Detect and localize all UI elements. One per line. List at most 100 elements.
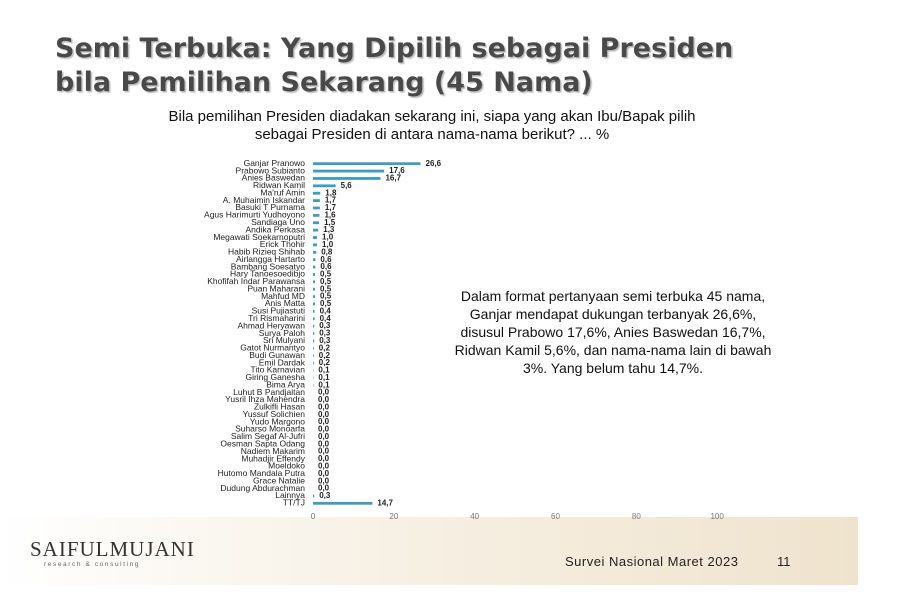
value-label: 1,8 — [325, 188, 337, 197]
bar — [313, 295, 316, 298]
value-label: 26,6 — [426, 159, 442, 168]
category-label: Ahmad Heryawan — [237, 320, 305, 330]
category-label: Andika Perkasa — [245, 224, 305, 234]
value-label: 0,0 — [318, 388, 330, 397]
category-label: Budi Gunawan — [249, 350, 305, 360]
value-label: 0,0 — [318, 410, 330, 419]
value-label: 0,2 — [319, 358, 331, 367]
value-label: 17,6 — [389, 166, 405, 175]
category-label: Tri Rismaharini — [248, 313, 305, 323]
category-label: Mahfud MD — [261, 291, 305, 301]
category-label: A. Muhaimin Iskandar — [223, 195, 305, 205]
bar — [313, 339, 315, 343]
title-line: bila Pemilihan Sekarang (45 Nama) — [55, 67, 593, 98]
value-label: 0,5 — [320, 299, 332, 308]
bar — [313, 273, 316, 276]
category-label: Habib Rizieq Shihab — [228, 247, 305, 257]
question-line: Bila pemilihan Presiden diadakan sekaran… — [168, 108, 695, 125]
category-label: Hutomo Mandala Putra — [218, 468, 306, 478]
value-label: 1,5 — [324, 218, 336, 227]
category-label: Ma'ruf Amin — [260, 187, 305, 197]
value-label: 0,0 — [318, 425, 330, 434]
category-label: Khofifah Indar Parawansa — [207, 276, 305, 286]
value-label: 1,0 — [322, 233, 334, 242]
bar — [313, 184, 336, 188]
category-label: Grace Natalie — [253, 475, 305, 485]
bar — [313, 287, 316, 291]
value-label: 1,6 — [324, 210, 336, 219]
value-label: 0,0 — [318, 462, 330, 471]
value-label: 0,4 — [320, 306, 332, 315]
bar — [313, 162, 421, 166]
category-label: Surya Paloh — [259, 328, 306, 338]
annotation-line: Ganjar mendapat dukungan terbanyak 26,6%… — [470, 306, 756, 322]
bar — [313, 221, 320, 225]
x-tick-label: 20 — [389, 512, 398, 521]
bar — [313, 169, 385, 173]
value-label: 0,0 — [318, 417, 330, 426]
value-label: 0,3 — [319, 321, 331, 330]
value-label: 0,5 — [320, 277, 332, 286]
annotation-line: Ridwan Kamil 5,6%, dan nama-nama lain di… — [455, 342, 772, 358]
bar — [313, 354, 314, 358]
category-label: Salim Segaf Al-Jufri — [231, 431, 305, 441]
category-label: Luhut B Pandjaitan — [233, 387, 305, 397]
bar — [313, 501, 373, 505]
value-label: 0,0 — [318, 395, 330, 404]
bar — [313, 228, 319, 232]
bar — [313, 346, 314, 350]
x-tick-label: 100 — [710, 512, 724, 521]
category-label: Oesman Sapta Odang — [220, 438, 305, 448]
category-label: Sandiaga Uno — [251, 217, 305, 227]
value-label: 1,7 — [325, 196, 337, 205]
category-label: Ganjar Pranowo — [244, 158, 306, 168]
bar — [313, 177, 381, 180]
bar — [313, 302, 316, 306]
bar — [313, 332, 315, 335]
bar — [313, 361, 314, 365]
category-label: Dudung Abdurachman — [220, 483, 305, 493]
annotation-line: disusul Prabowo 17,6%, Anies Baswedan 16… — [460, 324, 765, 340]
category-label: Yussuf Solichien — [243, 409, 306, 419]
x-tick-label: 0 — [311, 512, 316, 521]
category-label: Emil Dardak — [259, 357, 306, 367]
bar — [313, 265, 316, 269]
value-label: 0,6 — [320, 255, 332, 264]
category-label: Erick Thohir — [260, 239, 305, 249]
category-label: Gatot Nurmantyo — [240, 343, 305, 353]
value-label: 0,1 — [318, 380, 330, 389]
bar — [313, 324, 315, 328]
category-label: Megawati Soekarnoputri — [213, 232, 305, 242]
value-label: 0,5 — [320, 270, 332, 279]
value-label: 0,0 — [318, 469, 330, 478]
value-label: 0,0 — [318, 476, 330, 485]
bar — [313, 280, 316, 284]
category-label: Lainnya — [275, 490, 305, 500]
bar — [313, 317, 315, 321]
category-label: Sri Mulyani — [263, 335, 305, 345]
bar — [313, 309, 315, 313]
value-label: 0,3 — [319, 329, 331, 338]
value-label: 0,4 — [320, 314, 332, 323]
category-label: Suharso Monoarfa — [235, 424, 305, 434]
page-number: 11 — [777, 554, 791, 569]
value-label: 0,3 — [319, 336, 331, 345]
category-label: Agus Harimurti Yudhoyono — [204, 210, 305, 220]
category-label: Nadiem Makarim — [241, 446, 305, 456]
x-tick-label: 60 — [551, 512, 560, 521]
category-label: Anies Baswedan — [242, 173, 306, 183]
category-label: Ridwan Kamil — [253, 180, 305, 190]
category-label: Yusril Ihza Mahendra — [225, 394, 305, 404]
value-label: 1,7 — [325, 203, 337, 212]
value-label: 0,3 — [319, 491, 331, 500]
logo-tagline: research & consulting — [44, 561, 140, 568]
value-label: 0,6 — [320, 262, 332, 271]
category-label: Tito Karnavian — [251, 365, 306, 375]
category-label: Giring Ganesha — [245, 372, 305, 382]
value-label: 0,1 — [318, 366, 330, 375]
category-label: Airlangga Hartarto — [236, 254, 305, 264]
x-tick-label: 40 — [470, 512, 479, 521]
value-label: 14,7 — [377, 498, 393, 507]
bar — [313, 494, 315, 498]
